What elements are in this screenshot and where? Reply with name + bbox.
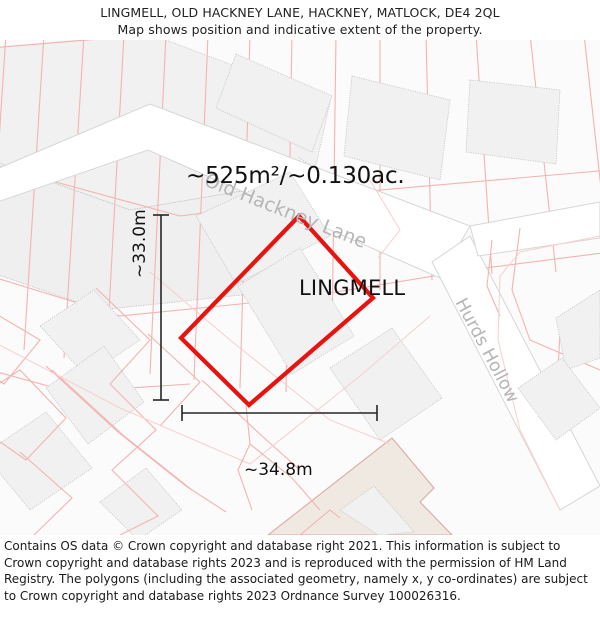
land-parcel-southeast: [267, 437, 453, 535]
map-footer: Contains OS data © Crown copyright and d…: [0, 535, 600, 625]
parcel-lines-southwest: [0, 287, 301, 535]
dimension-vertical: [153, 214, 169, 401]
buildings-central: [195, 171, 443, 441]
page-title: LINGMELL, OLD HACKNEY LANE, HACKNEY, MAT…: [100, 5, 500, 20]
buildings-southwest: [0, 289, 183, 535]
page-subtitle: Map shows position and indicative extent…: [117, 22, 483, 37]
map-header: LINGMELL, OLD HACKNEY LANE, HACKNEY, MAT…: [0, 0, 600, 40]
copyright-text: Contains OS data © Crown copyright and d…: [4, 539, 588, 603]
dimension-horizontal: [181, 405, 378, 421]
buildings-east: [517, 289, 600, 441]
property-boundary-polygon: [178, 212, 376, 408]
map-canvas[interactable]: .pl { fill:none; stroke:#f3b3b0; stroke-…: [0, 40, 600, 535]
buildings-north: [215, 53, 561, 181]
map-vector: .pl { fill:none; stroke:#f3b3b0; stroke-…: [0, 40, 600, 535]
